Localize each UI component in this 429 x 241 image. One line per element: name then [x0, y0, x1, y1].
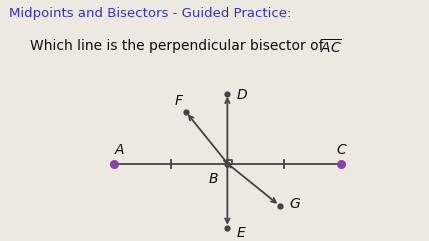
Text: G: G — [289, 197, 300, 211]
Text: B: B — [208, 172, 218, 186]
Text: C: C — [336, 143, 346, 157]
Text: Midpoints and Bisectors - Guided Practice:: Midpoints and Bisectors - Guided Practic… — [9, 7, 291, 20]
Text: Which line is the perpendicular bisector of: Which line is the perpendicular bisector… — [30, 39, 328, 53]
Text: D: D — [237, 88, 248, 102]
Text: E: E — [237, 226, 245, 240]
Text: F: F — [175, 94, 183, 108]
Text: $\overline{AC}$: $\overline{AC}$ — [320, 39, 342, 57]
Text: A: A — [114, 143, 124, 157]
